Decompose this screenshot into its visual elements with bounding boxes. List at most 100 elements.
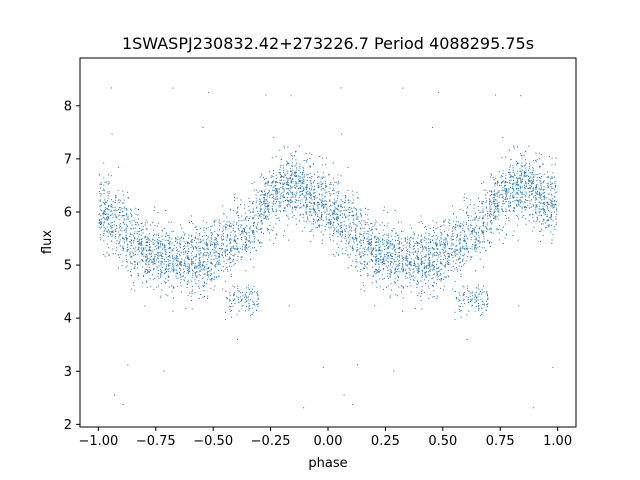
data-point xyxy=(382,229,384,231)
data-point xyxy=(144,224,146,226)
data-point xyxy=(532,204,534,206)
data-point xyxy=(253,222,255,224)
data-point xyxy=(287,199,289,201)
data-point xyxy=(497,211,499,213)
data-point xyxy=(348,242,350,244)
data-point xyxy=(508,201,510,203)
data-point xyxy=(146,221,148,223)
data-point xyxy=(523,207,525,209)
data-point xyxy=(381,238,383,240)
data-point xyxy=(432,253,434,255)
data-point xyxy=(401,268,402,270)
data-point xyxy=(214,276,216,278)
data-point xyxy=(177,263,178,265)
data-point xyxy=(284,208,286,210)
data-point xyxy=(164,269,166,271)
data-point xyxy=(245,241,247,243)
data-point xyxy=(233,225,235,227)
data-point xyxy=(406,236,408,238)
data-point xyxy=(141,238,143,240)
data-point xyxy=(123,207,125,209)
data-point xyxy=(517,185,519,187)
data-point xyxy=(292,181,294,183)
data-point xyxy=(106,230,108,232)
data-point xyxy=(244,232,246,234)
data-point xyxy=(523,193,525,195)
data-point xyxy=(543,192,545,194)
data-point xyxy=(145,254,147,256)
data-point xyxy=(525,176,527,178)
data-point xyxy=(551,242,553,244)
data-point xyxy=(440,262,442,264)
data-point xyxy=(148,260,150,262)
data-point xyxy=(393,370,395,372)
data-point xyxy=(199,263,201,265)
data-point xyxy=(441,233,443,235)
data-point xyxy=(311,215,313,217)
data-point xyxy=(424,262,426,264)
data-point xyxy=(319,210,321,212)
data-point xyxy=(475,243,477,245)
data-point xyxy=(248,307,250,309)
data-point xyxy=(540,202,542,204)
data-point xyxy=(315,227,317,229)
data-point xyxy=(531,182,533,184)
data-point xyxy=(311,194,313,196)
data-point xyxy=(177,286,179,288)
data-point xyxy=(360,214,362,216)
data-point xyxy=(213,249,215,251)
data-point xyxy=(429,260,431,262)
data-point xyxy=(332,214,334,216)
data-point xyxy=(412,231,414,233)
data-point xyxy=(471,256,473,258)
data-point xyxy=(550,181,552,183)
data-point xyxy=(477,246,479,248)
data-point xyxy=(168,276,170,278)
data-point xyxy=(251,307,253,309)
data-point xyxy=(223,260,225,262)
data-point xyxy=(391,252,393,254)
data-point xyxy=(409,245,410,247)
data-point xyxy=(467,256,469,258)
data-point xyxy=(523,206,525,208)
data-point xyxy=(413,247,415,249)
data-point xyxy=(481,313,483,315)
data-point xyxy=(260,173,262,175)
data-point xyxy=(540,183,542,185)
data-point xyxy=(416,253,418,255)
data-point xyxy=(146,241,148,243)
data-point xyxy=(495,182,497,184)
data-point xyxy=(543,204,545,206)
data-point xyxy=(205,241,207,243)
data-point xyxy=(276,191,278,193)
data-point xyxy=(176,256,178,258)
data-point xyxy=(428,234,430,236)
data-point xyxy=(254,291,255,293)
data-point xyxy=(299,203,301,205)
data-point xyxy=(460,231,462,233)
data-point xyxy=(496,209,498,211)
data-point xyxy=(416,265,418,267)
data-point xyxy=(403,268,405,270)
data-point xyxy=(98,174,100,176)
data-point xyxy=(266,229,268,231)
data-point xyxy=(276,190,278,192)
data-point xyxy=(137,275,139,277)
data-point xyxy=(149,243,151,245)
data-point xyxy=(177,277,179,279)
data-point xyxy=(510,176,512,178)
data-point xyxy=(338,230,340,232)
data-point xyxy=(359,234,361,236)
data-point xyxy=(485,292,487,294)
data-point xyxy=(175,277,177,279)
data-point xyxy=(541,223,543,225)
data-point xyxy=(543,209,545,211)
data-point xyxy=(447,234,449,236)
data-point xyxy=(149,250,151,252)
data-point xyxy=(157,255,159,257)
data-point xyxy=(504,184,506,186)
data-point xyxy=(152,238,154,240)
data-point xyxy=(353,207,355,209)
data-point xyxy=(150,255,152,257)
data-point xyxy=(496,200,498,202)
